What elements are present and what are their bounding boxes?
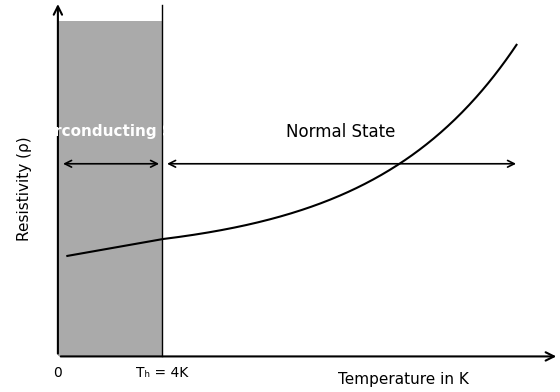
Text: Superconducting State: Superconducting State <box>11 124 208 140</box>
Text: Resistivity (ρ): Resistivity (ρ) <box>17 136 32 241</box>
Text: Normal State: Normal State <box>286 123 395 141</box>
Bar <box>58 22 162 356</box>
Text: 0: 0 <box>54 366 62 380</box>
Text: Temperature in K: Temperature in K <box>338 372 469 387</box>
Text: Tₕ = 4K: Tₕ = 4K <box>136 366 188 380</box>
